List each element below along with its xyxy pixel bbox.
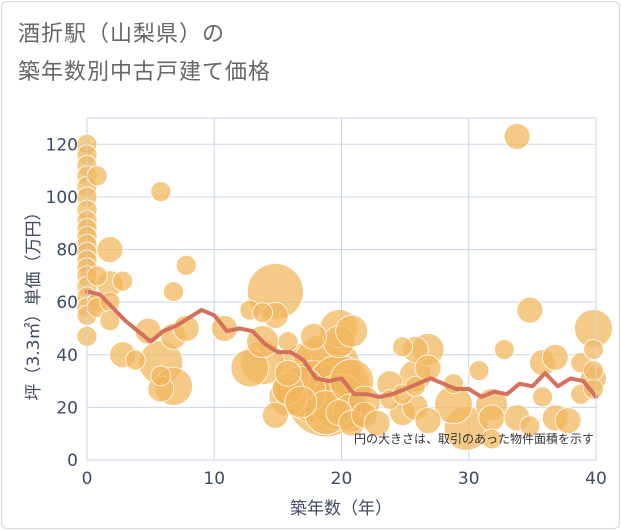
chart-title-line-2: 築年数別中古戸建て価格 (18, 60, 272, 85)
x-axis-title: 築年数（年） (290, 499, 392, 519)
data-bubble (163, 281, 184, 303)
data-bubble (261, 401, 289, 429)
x-tick-label: 0 (82, 469, 93, 489)
data-bubble (519, 415, 541, 437)
plot-area (86, 117, 597, 461)
data-bubble (392, 336, 413, 358)
x-tick-label: 10 (203, 469, 225, 489)
y-axis-ticks: 0 20 40 60 80 100 120 (46, 135, 78, 471)
data-bubble (503, 123, 531, 150)
data-bubble (468, 360, 490, 381)
y-tick-label: 120 (46, 135, 78, 155)
y-axis-title: 坪（3.3㎡）単価（万円） (24, 203, 44, 400)
y-tick-label: 0 (67, 451, 78, 471)
data-bubble (478, 404, 506, 432)
x-tick-label: 40 (585, 469, 607, 489)
data-bubble (335, 314, 369, 348)
data-bubble (516, 296, 544, 324)
data-bubble (541, 343, 569, 371)
data-bubble (284, 385, 318, 419)
data-bubble (583, 360, 604, 381)
bubble-size-note: 円の大きさは、取引のあった物件面積を示す (354, 431, 594, 446)
data-bubble (363, 409, 391, 437)
data-bubble (583, 378, 604, 400)
y-tick-label: 20 (56, 398, 78, 418)
data-bubble (274, 359, 302, 387)
data-bubble (86, 165, 108, 187)
y-tick-label: 80 (56, 241, 78, 261)
data-bubble (583, 339, 604, 360)
data-bubble (150, 181, 172, 203)
y-tick-label: 60 (56, 293, 78, 313)
y-tick-label: 40 (56, 346, 78, 366)
average-price-line (85, 289, 598, 399)
x-axis-ticks: 0 10 20 30 40 (82, 469, 607, 489)
data-bubble (99, 310, 121, 331)
data-bubble (300, 322, 327, 350)
y-tick-label: 100 (46, 188, 78, 208)
chart-title-line-1: 酒折駅（山梨県）の (18, 22, 226, 47)
data-bubble (493, 339, 515, 360)
data-bubble (481, 428, 503, 450)
data-bubble (86, 265, 108, 287)
x-tick-label: 30 (458, 469, 480, 489)
data-bubble (124, 349, 146, 371)
data-bubble (175, 254, 197, 276)
data-bubble (150, 365, 172, 387)
data-bubble (277, 331, 299, 353)
data-bubble (252, 302, 274, 324)
data-bubble (414, 407, 442, 434)
bubble-layer (76, 123, 613, 451)
data-bubble (112, 270, 134, 292)
data-bubble (96, 236, 124, 263)
x-tick-label: 20 (331, 469, 353, 489)
data-bubble (532, 386, 553, 408)
data-bubble (554, 407, 582, 434)
